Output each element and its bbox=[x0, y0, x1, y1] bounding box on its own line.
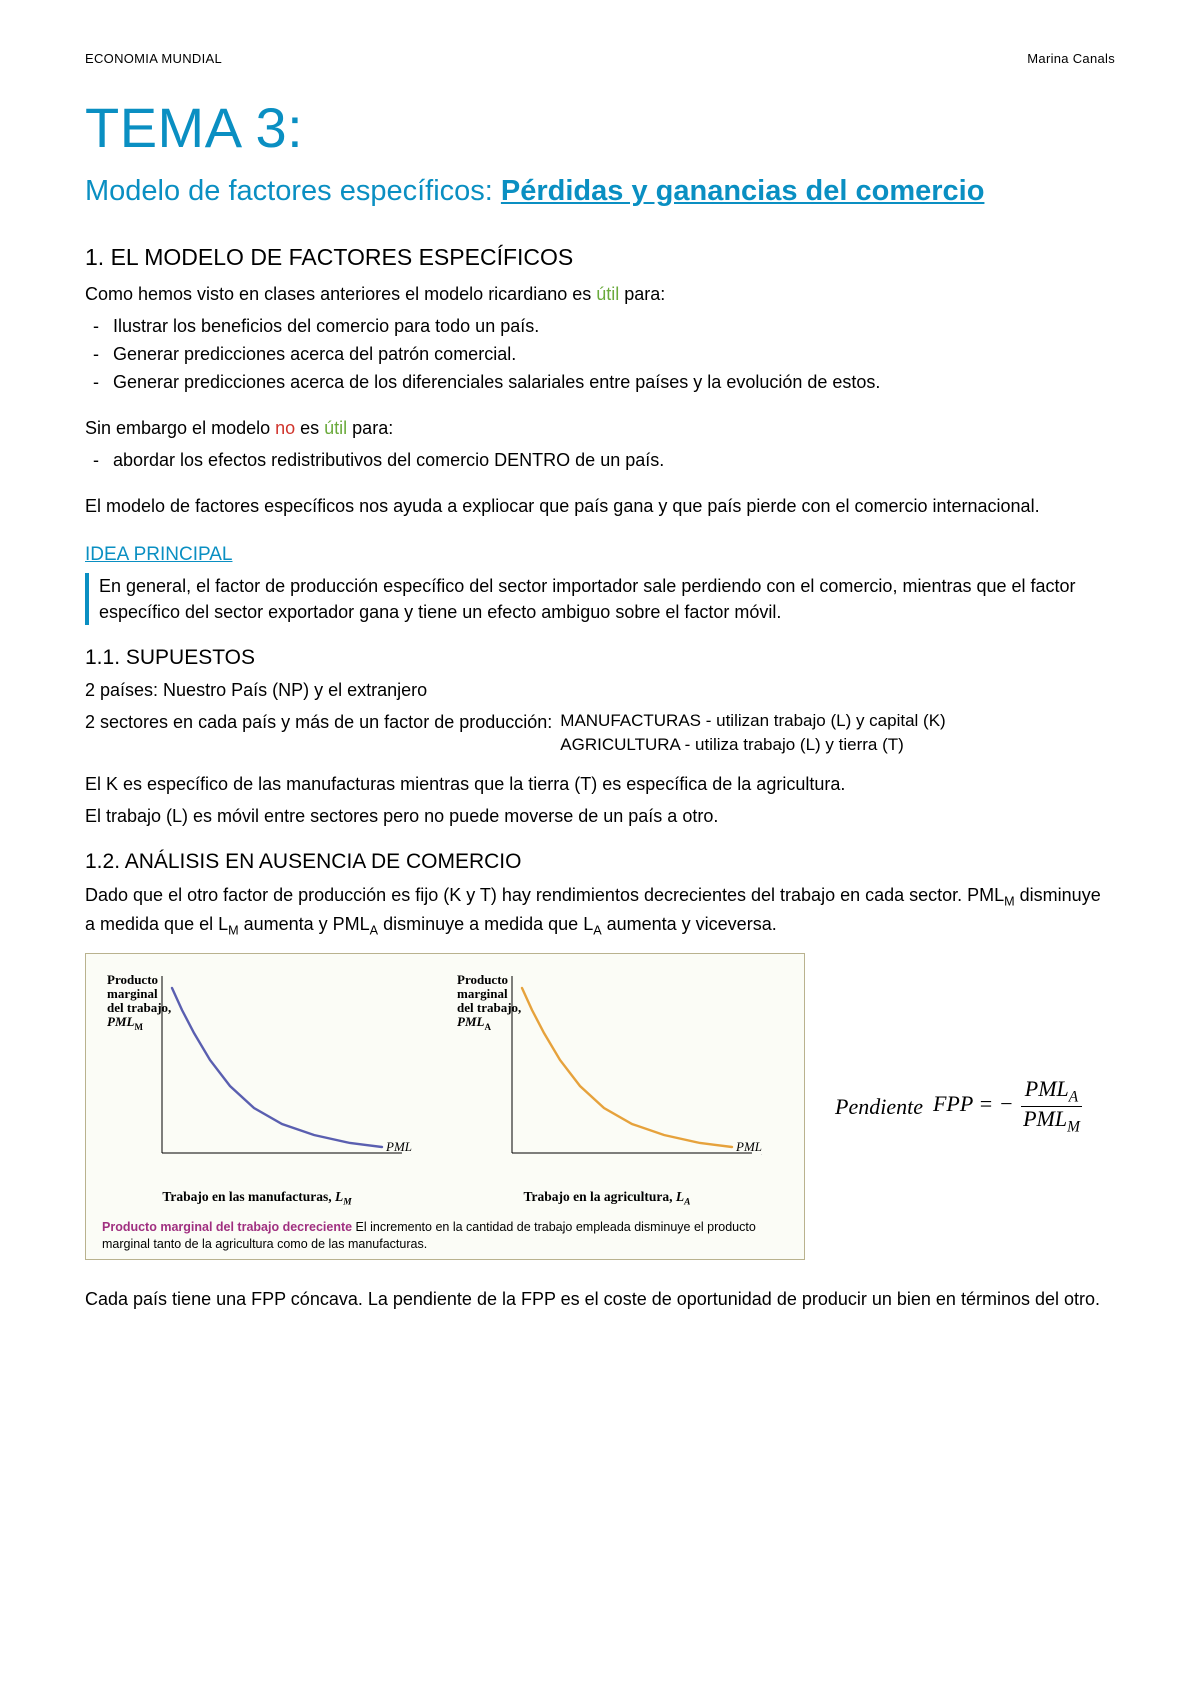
slope-fraction: PMLA PMLM bbox=[1019, 1077, 1084, 1135]
explain-para: El modelo de factores específicos nos ay… bbox=[85, 493, 1115, 519]
ap-d: disminuye a medida que L bbox=[378, 914, 593, 934]
ap-sub-m1: M bbox=[1004, 894, 1015, 908]
section-1-2-heading: 1.2. ANÁLISIS EN AUSENCIA DE COMERCIO bbox=[85, 847, 1115, 877]
intro-b: para: bbox=[619, 284, 665, 304]
page-title: TEMA 3: bbox=[85, 87, 1115, 168]
caption-lead: Producto marginal del trabajo decrecient… bbox=[102, 1220, 352, 1234]
neg-bullets: abordar los efectos redistributivos del … bbox=[85, 447, 1115, 473]
xlabel-right-sub: A bbox=[684, 1198, 690, 1208]
ap-sub-a1: A bbox=[370, 923, 378, 937]
xlabel-left-pre: Trabajo en las manufacturas, bbox=[162, 1189, 335, 1204]
page-header: ECONOMIA MUNDIAL Marina Canals bbox=[85, 50, 1115, 69]
ap-a: Dado que el otro factor de producción es… bbox=[85, 885, 1004, 905]
figure-row: Productomarginaldel trabajo,PMLMPMLM Tra… bbox=[85, 953, 1115, 1259]
bullet-pos: Generar predicciones acerca de los difer… bbox=[103, 369, 1115, 395]
subtitle-emphasis: Pérdidas y ganancias del comercio bbox=[501, 175, 985, 207]
chart-left-svg: Productomarginaldel trabajo,PMLMPMLM bbox=[102, 968, 412, 1178]
section-1-1-heading: 1.1. SUPUESTOS bbox=[85, 643, 1115, 673]
xlabel-left: Trabajo en las manufacturas, LM bbox=[102, 1187, 412, 1210]
xlabel-left-sub: M bbox=[343, 1198, 351, 1208]
intro-util: útil bbox=[596, 284, 619, 304]
slope-num-sub: A bbox=[1069, 1089, 1078, 1106]
charts-row: Productomarginaldel trabajo,PMLMPMLM Tra… bbox=[102, 968, 788, 1210]
pml-figure: Productomarginaldel trabajo,PMLMPMLM Tra… bbox=[85, 953, 805, 1259]
slope-den: PMLM bbox=[1019, 1107, 1084, 1136]
neg-line: Sin embargo el modelo no es útil para: bbox=[85, 415, 1115, 441]
slope-den-pre: PML bbox=[1023, 1106, 1067, 1131]
supuestos-line2: 2 sectores en cada país y más de un fact… bbox=[85, 709, 1115, 757]
pos-bullets: Ilustrar los beneficios del comercio par… bbox=[85, 313, 1115, 395]
slope-label: Pendiente bbox=[835, 1091, 923, 1123]
closing-para: Cada país tiene una FPP cóncava. La pend… bbox=[85, 1286, 1115, 1312]
slope-den-sub: M bbox=[1067, 1118, 1080, 1135]
sectors-right: MANUFACTURAS - utilizan trabajo (L) y ca… bbox=[560, 709, 945, 757]
analysis-para: Dado que el otro factor de producción es… bbox=[85, 882, 1115, 940]
chart-right: Productomarginaldel trabajo,PMLAPMLA Tra… bbox=[452, 968, 762, 1210]
figure-caption: Producto marginal del trabajo decrecient… bbox=[102, 1219, 788, 1253]
ap-c: aumenta y PML bbox=[239, 914, 370, 934]
neg-no: no bbox=[275, 418, 295, 438]
idea-principal-label: IDEA PRINCIPAL bbox=[85, 541, 1115, 569]
equals: = − bbox=[978, 1092, 1019, 1117]
neg-a: Sin embargo el modelo bbox=[85, 418, 275, 438]
slope-num-pre: PML bbox=[1025, 1076, 1069, 1101]
supuestos-line1: 2 países: Nuestro País (NP) y el extranj… bbox=[85, 677, 1115, 703]
neg-b: es bbox=[295, 418, 324, 438]
section-1-heading: 1. EL MODELO DE FACTORES ESPECÍFICOS bbox=[85, 241, 1115, 274]
slope-num: PMLA bbox=[1021, 1077, 1082, 1107]
page-subtitle: Modelo de factores específicos: Pérdidas… bbox=[85, 172, 1115, 211]
ap-sub-a2: A bbox=[593, 923, 601, 937]
bullet-pos: Ilustrar los beneficios del comercio par… bbox=[103, 313, 1115, 339]
xlabel-left-sym: L bbox=[335, 1189, 343, 1204]
xlabel-right-pre: Trabajo en la agricultura, bbox=[524, 1189, 676, 1204]
idea-body: En general, el factor de producción espe… bbox=[99, 573, 1115, 625]
svg-text:PMLM: PMLM bbox=[385, 1139, 412, 1157]
sector-manuf: MANUFACTURAS - utilizan trabajo (L) y ca… bbox=[560, 709, 945, 733]
sectors-left: 2 sectores en cada país y más de un fact… bbox=[85, 709, 552, 757]
bullet-neg: abordar los efectos redistributivos del … bbox=[103, 447, 1115, 473]
subtitle-prefix: Modelo de factores específicos: bbox=[85, 175, 501, 207]
xlabel-right-sym: L bbox=[676, 1189, 684, 1204]
xlabel-right: Trabajo en la agricultura, LA bbox=[452, 1187, 762, 1210]
intro-a: Como hemos visto en clases anteriores el… bbox=[85, 284, 596, 304]
bullet-pos: Generar predicciones acerca del patrón c… bbox=[103, 341, 1115, 367]
ap-sub-m2: M bbox=[228, 923, 239, 937]
neg-c: para: bbox=[347, 418, 393, 438]
supuestos-line4: El trabajo (L) es móvil entre sectores p… bbox=[85, 803, 1115, 829]
intro-line: Como hemos visto en clases anteriores el… bbox=[85, 281, 1115, 307]
author-name: Marina Canals bbox=[1027, 50, 1115, 69]
chart-right-svg: Productomarginaldel trabajo,PMLAPMLA bbox=[452, 968, 762, 1178]
slope-fpp: FPP bbox=[933, 1092, 973, 1117]
ap-e: aumenta y viceversa. bbox=[602, 914, 777, 934]
svg-text:PMLA: PMLA bbox=[735, 1139, 762, 1157]
chart-left: Productomarginaldel trabajo,PMLMPMLM Tra… bbox=[102, 968, 412, 1210]
neg-util: útil bbox=[324, 418, 347, 438]
idea-principal-box: En general, el factor de producción espe… bbox=[85, 573, 1115, 625]
course-name: ECONOMIA MUNDIAL bbox=[85, 50, 222, 69]
slope-equation: Pendiente FPP = − PMLA PMLM bbox=[835, 1077, 1084, 1135]
supuestos-line3: El K es específico de las manufacturas m… bbox=[85, 771, 1115, 797]
sector-agri: AGRICULTURA - utiliza trabajo (L) y tier… bbox=[560, 733, 945, 757]
